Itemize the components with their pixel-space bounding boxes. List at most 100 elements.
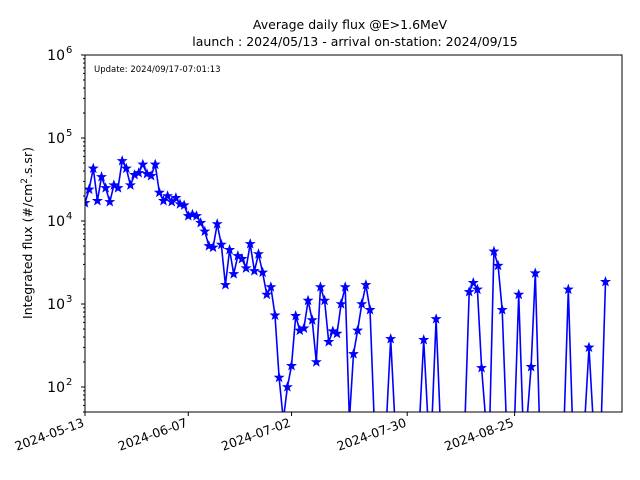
y-tick-exponent: 3 (66, 294, 72, 305)
y-tick-exponent: 6 (66, 45, 72, 56)
y-tick-label: 10 (47, 214, 65, 230)
series-line (464, 250, 507, 412)
data-point-star (100, 182, 112, 193)
data-point-star (261, 288, 273, 300)
data-point-star (385, 333, 397, 344)
data-point-star (157, 195, 169, 206)
data-point-star (195, 217, 207, 228)
data-point-star (133, 167, 145, 178)
data-point-star (257, 266, 269, 278)
data-point-star (492, 259, 504, 271)
data-point-star (137, 158, 149, 170)
series-line (600, 281, 607, 412)
data-point-star (96, 171, 108, 182)
data-point-star (314, 281, 326, 292)
data-point-star (269, 309, 281, 321)
data-point-star (153, 186, 165, 198)
data-point-star (430, 313, 442, 324)
data-point-star (360, 279, 372, 290)
series-line (386, 338, 396, 412)
data-point-star (211, 218, 223, 229)
data-point-star (418, 334, 430, 345)
data-point-star (149, 158, 161, 170)
data-point-star (162, 190, 174, 201)
x-tick-label: 2024-06-07 (116, 415, 189, 454)
y-tick-base: 10 (47, 214, 65, 230)
data-point-star (219, 279, 231, 290)
series-line (85, 160, 375, 412)
y-tick-exponent: 5 (66, 128, 72, 139)
data-point-star (599, 276, 611, 287)
y-axis-label-base: Integrated flux (#/cm (20, 184, 35, 319)
y-axis-label-sup: 2 (20, 178, 30, 184)
y-tick-base: 10 (47, 131, 65, 147)
data-point-star (327, 325, 339, 336)
data-point-star (319, 294, 331, 306)
data-point-star (286, 360, 298, 371)
data-point-star (476, 362, 488, 373)
data-point-star (116, 155, 128, 166)
y-tick-base: 10 (47, 297, 65, 313)
data-point-star (339, 281, 351, 292)
data-point-star (583, 341, 595, 353)
y-tick-exponent: 2 (66, 377, 72, 388)
update-annotation: Update: 2024/09/17-07:01:13 (94, 65, 221, 75)
y-tick-base: 10 (47, 48, 65, 64)
y-tick-label: 10 (47, 48, 65, 64)
data-point-star (356, 298, 368, 309)
data-point-star (348, 348, 359, 359)
data-point-star (265, 281, 277, 292)
y-tick-label: 10 (47, 297, 65, 313)
data-point-star (85, 183, 95, 195)
data-point-star (496, 304, 508, 315)
data-point-star (513, 288, 525, 300)
data-point-star (244, 238, 256, 249)
data-point-star (240, 262, 252, 273)
y-tick-label: 10 (47, 380, 65, 396)
data-point-star (199, 225, 211, 237)
data-point-star (207, 241, 219, 253)
data-point-star (562, 283, 574, 295)
data-point-star (248, 265, 260, 276)
x-tick-label: 2024-07-30 (335, 415, 408, 454)
series-line (563, 288, 573, 412)
data-point-star (352, 324, 364, 336)
data-point-star (525, 361, 537, 372)
data-point-star (331, 327, 343, 339)
data-point-star (215, 238, 227, 250)
data-point-star (467, 277, 479, 288)
data-point-star (236, 253, 248, 264)
data-point-star (178, 199, 190, 210)
y-tick-base: 10 (47, 380, 65, 396)
data-point-star (120, 162, 132, 174)
chart-title: Average daily flux @E>1.6MeV (253, 17, 448, 32)
data-point-star (91, 195, 103, 206)
data-point-star (302, 294, 314, 306)
series-line (419, 318, 441, 412)
data-point-star (85, 197, 91, 208)
data-point-star (253, 248, 264, 259)
data-point-star (228, 268, 240, 279)
series-line (584, 346, 594, 412)
data-point-star (463, 286, 475, 297)
data-point-star (191, 210, 203, 221)
chart-subtitle: launch : 2024/05/13 - arrival on-station… (192, 34, 517, 49)
data-point-star (310, 356, 322, 367)
y-axis-label-tail: .s.sr) (20, 147, 35, 178)
data-point-star (124, 179, 136, 190)
y-tick-label: 10 (47, 131, 65, 147)
plot-frame (84, 54, 623, 413)
data-point-star (170, 192, 182, 203)
data-point-star (290, 310, 302, 321)
data-point-star (104, 196, 116, 207)
data-point-star (141, 168, 153, 179)
data-point-star (488, 245, 500, 257)
data-point-star (298, 322, 310, 333)
x-tick-label: 2024-08-25 (442, 415, 515, 454)
data-point-star (87, 162, 99, 174)
data-point-star (224, 244, 236, 255)
data-point-star (273, 371, 285, 383)
x-axis-ticks: 2024-05-13 2024-06-07 2024-07-02 2024-07-30… (13, 412, 516, 454)
